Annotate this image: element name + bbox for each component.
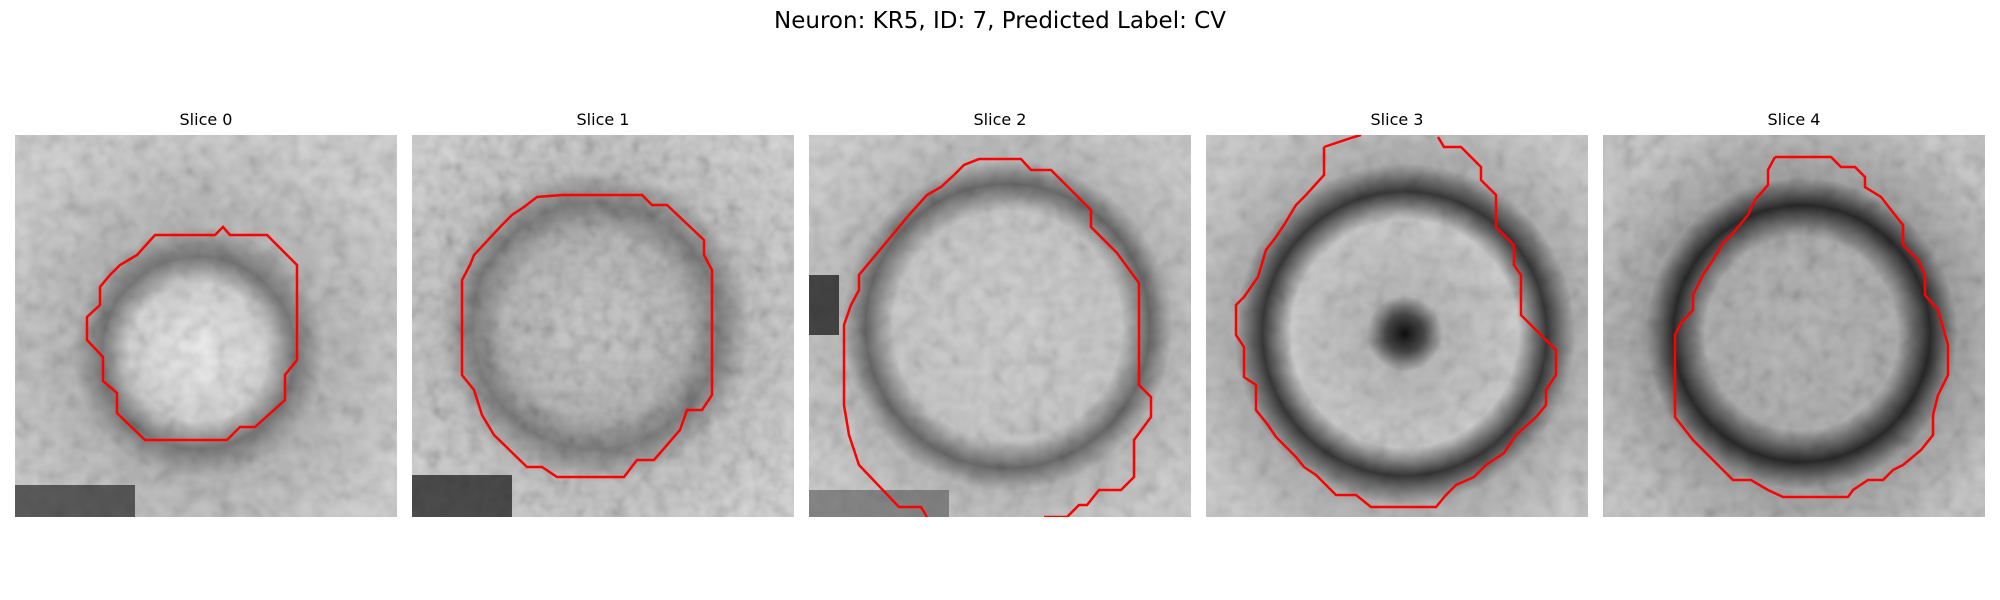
slice-title: Slice 2 xyxy=(973,110,1027,129)
slice-title: Slice 1 xyxy=(576,110,630,129)
slice-title: Slice 0 xyxy=(179,110,233,129)
slice-image xyxy=(412,135,794,517)
slice-panel-2: Slice 2 xyxy=(809,110,1191,517)
cell-contour xyxy=(1673,155,1950,499)
slice-panel-4: Slice 4 xyxy=(1603,110,1985,517)
cell-contour xyxy=(1234,136,1558,509)
slice-image xyxy=(15,135,397,517)
slice-title: Slice 4 xyxy=(1767,110,1821,129)
slice-image xyxy=(1206,135,1588,517)
cell-contour xyxy=(842,174,955,517)
slice-panel-3: Slice 3 xyxy=(1206,110,1588,517)
cell-contour xyxy=(953,157,1153,517)
slice-title: Slice 3 xyxy=(1370,110,1424,129)
cell-contour xyxy=(1323,135,1362,149)
cell-contour xyxy=(460,193,714,479)
slice-panel-1: Slice 1 xyxy=(412,110,794,517)
slice-image xyxy=(1603,135,1985,517)
slice-panel-0: Slice 0 xyxy=(15,110,397,517)
slice-image xyxy=(809,135,1191,517)
cell-contour xyxy=(85,225,299,442)
figure-title: Neuron: KR5, ID: 7, Predicted Label: CV xyxy=(774,8,1226,34)
